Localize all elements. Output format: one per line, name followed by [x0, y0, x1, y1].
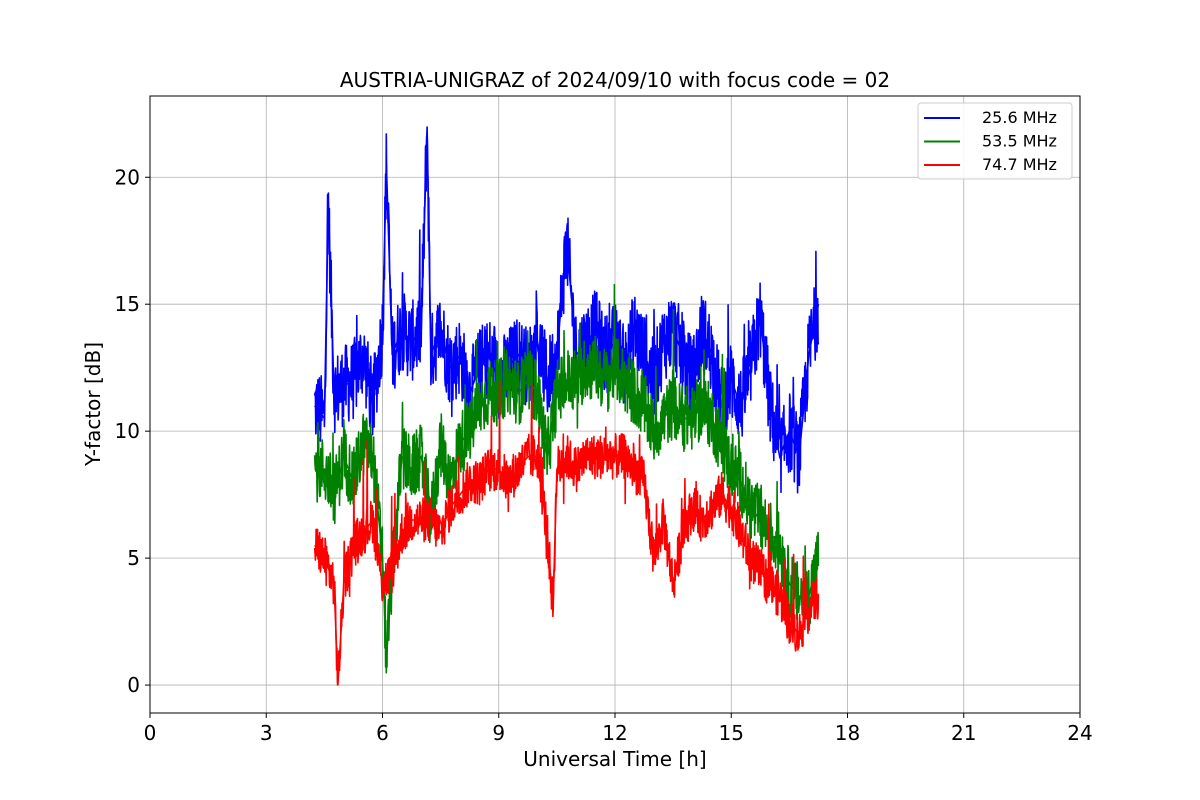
y-axis: 0 5 10 15 20: [115, 165, 150, 697]
legend-label: 25.6 MHz: [982, 108, 1057, 127]
x-tick-label: 21: [951, 721, 976, 745]
x-tick-label: 9: [492, 721, 505, 745]
x-tick-label: 24: [1067, 721, 1092, 745]
x-axis: 0 3 6 9 12 15 18 21 24: [144, 713, 1093, 745]
y-tick-label: 15: [115, 292, 140, 316]
x-tick-label: 6: [376, 721, 389, 745]
legend-label: 53.5 MHz: [982, 132, 1057, 151]
series-anchor-line: [314, 455, 820, 686]
legend-box: [917, 102, 1073, 180]
legend-label: 74.7 MHz: [982, 155, 1057, 174]
x-tick-label: 3: [260, 721, 273, 745]
legend: 25.6 MHz 53.5 MHz 74.7 MHz: [917, 102, 1073, 180]
series-anchor-line: [314, 126, 820, 460]
y-tick-label: 5: [127, 546, 140, 570]
y-tick-label: 10: [115, 419, 140, 443]
x-axis-label: Universal Time [h]: [523, 747, 706, 771]
series-line-25-6-mhz: [313, 133, 820, 494]
x-tick-label: 18: [835, 721, 860, 745]
chart-title: AUSTRIA-UNIGRAZ of 2024/09/10 with focus…: [340, 68, 890, 92]
y-tick-label: 0: [127, 673, 140, 697]
y-axis-label: Y-factor [dB]: [81, 342, 105, 467]
x-tick-label: 0: [144, 721, 157, 745]
series-layer: [313, 126, 820, 686]
x-tick-label: 12: [602, 721, 627, 745]
x-tick-label: 15: [719, 721, 744, 745]
y-tick-label: 20: [115, 165, 140, 189]
